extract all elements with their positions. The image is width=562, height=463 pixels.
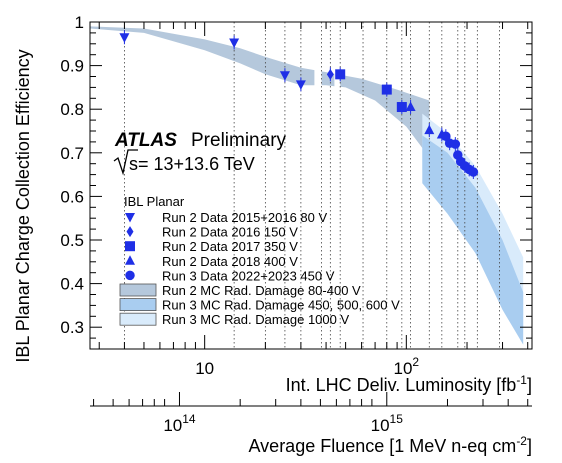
fluence-tick-label: 1015 [371, 412, 404, 435]
legend-label: Run 3 Data 2022+2023 450 V [162, 268, 335, 283]
axes: 0.3 0.4 0.5 0.6 0.7 0.8 0.9 1 10 102 1014 1015 [60, 13, 533, 435]
legend-marker-triangle-up [125, 255, 135, 265]
legend-band-swatch [119, 283, 157, 297]
y-tick-label: 0.8 [60, 100, 84, 119]
legend-band-swatch [119, 298, 157, 312]
legend-label: Run 2 Data 2016 150 V [162, 225, 298, 240]
y-tick-label: 0.9 [60, 57, 84, 76]
data-point-triangle-down [279, 71, 290, 81]
fluence-tick-label: 1014 [163, 412, 196, 435]
legend-marker-triangle-down [125, 213, 135, 223]
data-point-circle [441, 131, 451, 141]
data-point-triangle-up [405, 101, 416, 112]
legend: IBL Planar Run 2 Data 2015+2016 80 VRun … [119, 194, 400, 327]
data-point-triangle-down [295, 80, 306, 90]
legend-marker-circle [125, 270, 135, 281]
legend-band-swatch [119, 312, 157, 326]
data-point-triangle-down [119, 33, 130, 43]
legend-label: Run 2 Data 2015+2016 80 V [162, 210, 327, 225]
legend-label: Run 2 Data 2017 350 V [162, 239, 298, 254]
legend-label: Run 3 MC Rad. Damage 1000 V [162, 312, 349, 327]
legend-marker-diamond [126, 226, 134, 238]
energy-label: s= 13+13.6 TeV [113, 149, 255, 176]
data-point-circle [450, 139, 461, 149]
data-point-square [335, 69, 346, 80]
y-axis-label: IBL Planar Charge Collection Efficiency [13, 49, 33, 362]
y-tick-label: 0.5 [60, 231, 84, 250]
fluence-axis-label: Average Fluence [1 MeV n-eq cm-2] [249, 434, 533, 456]
data-point-square [381, 84, 392, 95]
y-tick-label: 0.4 [60, 275, 84, 294]
x-tick-label: 10 [195, 359, 214, 378]
legend-header: IBL Planar [124, 194, 185, 209]
run2-mc-band [340, 74, 430, 158]
legend-label: Run 2 Data 2018 400 V [162, 254, 298, 269]
data-point-square [396, 102, 407, 113]
svg-text:s= 13+13.6 TeV: s= 13+13.6 TeV [129, 154, 255, 174]
run2-mc-band [90, 26, 315, 86]
sqrt-sign [113, 149, 138, 176]
legend-marker-square [125, 241, 135, 252]
data-point-triangle-down [229, 38, 240, 48]
legend-label: Run 2 MC Rad. Damage 80-400 V [162, 283, 361, 298]
preliminary-label: Preliminary [191, 130, 287, 151]
run3-450-600v-band [422, 135, 524, 345]
atlas-label: ATLAS [114, 130, 177, 151]
y-tick-label: 0.6 [60, 187, 84, 206]
y-tick-label: 0.3 [60, 318, 84, 337]
data-points [119, 30, 479, 179]
legend-label: Run 3 MC Rad. Damage 450, 500, 600 V [162, 298, 400, 313]
x-tick-label: 102 [394, 355, 420, 378]
data-point-triangle-up [424, 124, 435, 135]
x-axis-label: Int. LHC Deliv. Luminosity [fb-1] [286, 373, 532, 395]
data-point-circle [468, 167, 479, 177]
data-point-diamond [326, 68, 334, 80]
y-tick-label: 1 [75, 13, 84, 32]
y-tick-label: 0.7 [60, 144, 84, 163]
